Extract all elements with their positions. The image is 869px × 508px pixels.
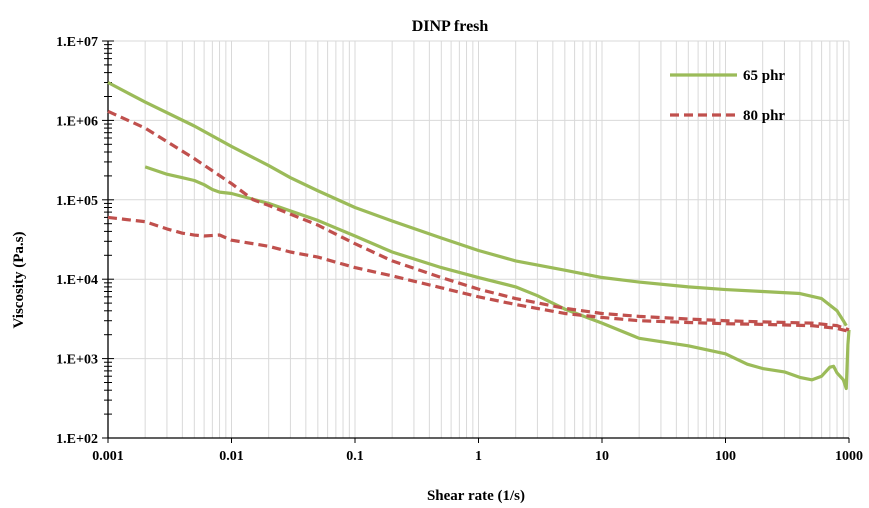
y-tick-label: 1.E+06 [56, 114, 98, 129]
series-65-phr-curve-1 [107, 81, 848, 327]
axis-layer [102, 40, 850, 443]
series-80-phr-curve-1 [107, 109, 850, 332]
legend-label-65-phr: 65 phr [743, 68, 785, 84]
y-axis-title: Viscosity (Pa.s) [11, 232, 27, 329]
tick-label-layer: 0.001 0.01 0.1 1 10 100 1000 1.E+02 1.E+03 1.E+04… [56, 35, 863, 464]
x-tick-label: 0.01 [219, 449, 244, 464]
y-tick-label: 1.E+04 [56, 273, 98, 288]
chart-title: DINP fresh [412, 18, 489, 35]
y-tick-label: 1.E+02 [56, 432, 98, 447]
y-tick-label: 1.E+05 [56, 194, 98, 209]
y-tick-label: 1.E+07 [56, 35, 98, 50]
legend: 65 phr 80 phr [670, 68, 785, 124]
x-tick-label: 10 [595, 449, 609, 464]
x-tick-label: 0.001 [92, 449, 124, 464]
x-tick-label: 1000 [835, 449, 863, 464]
y-tick-label: 1.E+03 [56, 353, 98, 368]
series-65-phr-curve-2 [144, 165, 851, 391]
series-80-phr-curve-2 [107, 215, 850, 333]
legend-label-80-phr: 80 phr [743, 108, 785, 124]
x-tick-label: 1 [475, 449, 482, 464]
x-tick-label: 100 [715, 449, 736, 464]
grid-layer [107, 40, 850, 439]
series-layer [107, 81, 851, 391]
x-tick-label: 0.1 [346, 449, 364, 464]
x-axis-title: Shear rate (1/s) [427, 488, 525, 504]
